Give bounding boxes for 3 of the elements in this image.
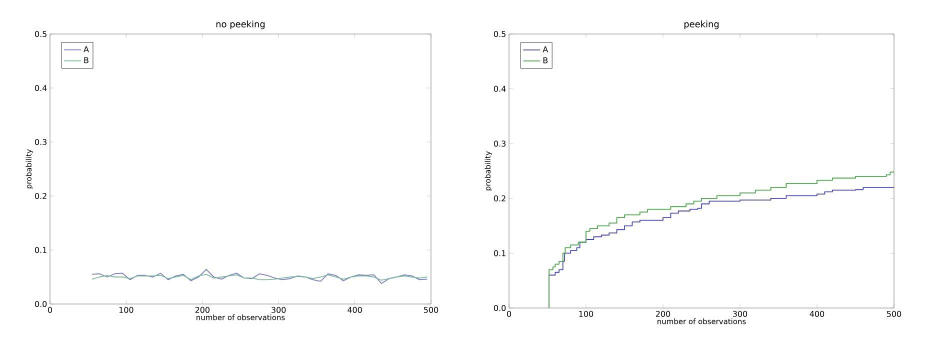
line-series (91, 268, 428, 284)
chart-title: peeking (684, 20, 719, 30)
chart-title: no peeking (216, 20, 265, 30)
